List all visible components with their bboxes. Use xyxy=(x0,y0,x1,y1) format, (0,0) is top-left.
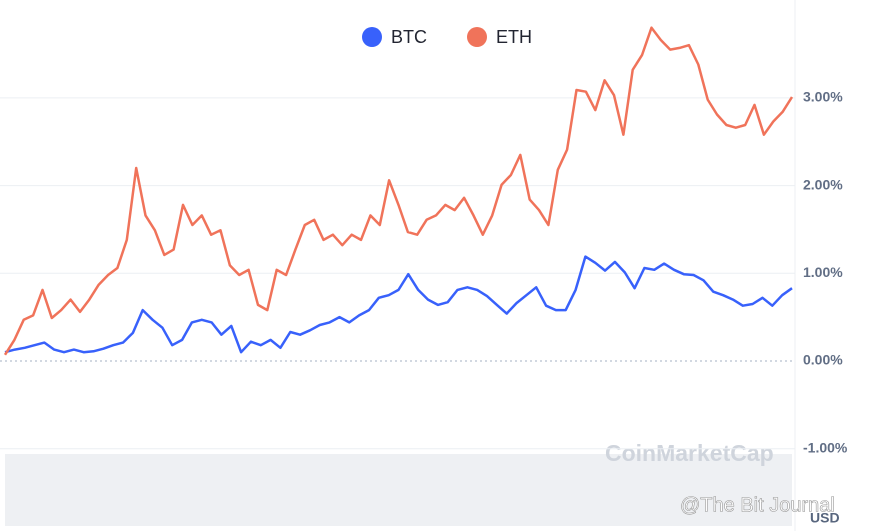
watermark: CoinMarketCap xyxy=(605,440,774,466)
unit-label: USD xyxy=(810,510,840,526)
watermark: @The Bit Journal xyxy=(680,494,835,516)
y-tick-label: 2.00% xyxy=(803,176,843,192)
legend-label: BTC xyxy=(391,27,427,47)
line xyxy=(3,26,794,356)
legend-label: ETH xyxy=(496,27,532,47)
legend-marker xyxy=(467,27,487,47)
y-tick-label: 3.00% xyxy=(803,89,843,105)
y-tick-label: -1.00% xyxy=(803,439,848,455)
y-tick-label: 1.00% xyxy=(803,264,843,280)
line xyxy=(4,255,793,354)
legend-marker xyxy=(362,27,382,47)
y-tick-label: 0.00% xyxy=(803,352,843,368)
volume-area xyxy=(5,454,792,526)
